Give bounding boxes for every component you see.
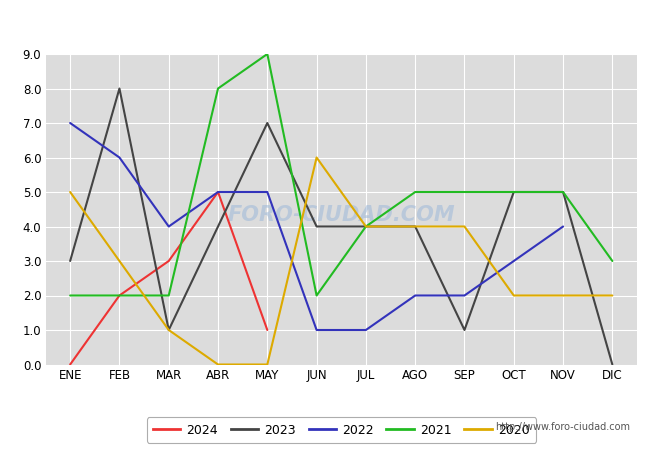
Text: FORO-CIUDAD.COM: FORO-CIUDAD.COM (227, 206, 455, 225)
Text: Matriculaciones de Vehiculos en Luque: Matriculaciones de Vehiculos en Luque (164, 8, 486, 26)
Text: http://www.foro-ciudad.com: http://www.foro-ciudad.com (495, 422, 630, 432)
Legend: 2024, 2023, 2022, 2021, 2020: 2024, 2023, 2022, 2021, 2020 (146, 417, 536, 443)
